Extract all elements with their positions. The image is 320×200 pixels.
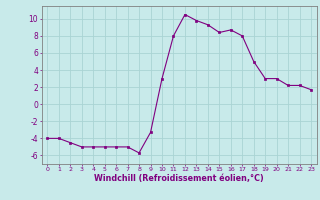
X-axis label: Windchill (Refroidissement éolien,°C): Windchill (Refroidissement éolien,°C) xyxy=(94,174,264,183)
